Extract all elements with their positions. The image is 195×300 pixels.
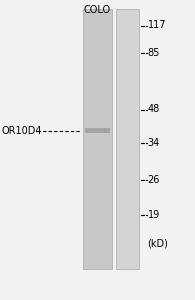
Bar <box>83 9 112 268</box>
Text: 26: 26 <box>148 175 160 185</box>
Text: 117: 117 <box>148 20 166 31</box>
Text: 34: 34 <box>148 137 160 148</box>
Bar <box>116 9 139 268</box>
Text: (kD): (kD) <box>148 238 168 248</box>
Text: 19: 19 <box>148 209 160 220</box>
Text: OR10D4: OR10D4 <box>2 125 42 136</box>
Bar <box>85 128 110 133</box>
Text: COLO: COLO <box>84 5 111 15</box>
Text: 85: 85 <box>148 47 160 58</box>
Text: 48: 48 <box>148 104 160 115</box>
